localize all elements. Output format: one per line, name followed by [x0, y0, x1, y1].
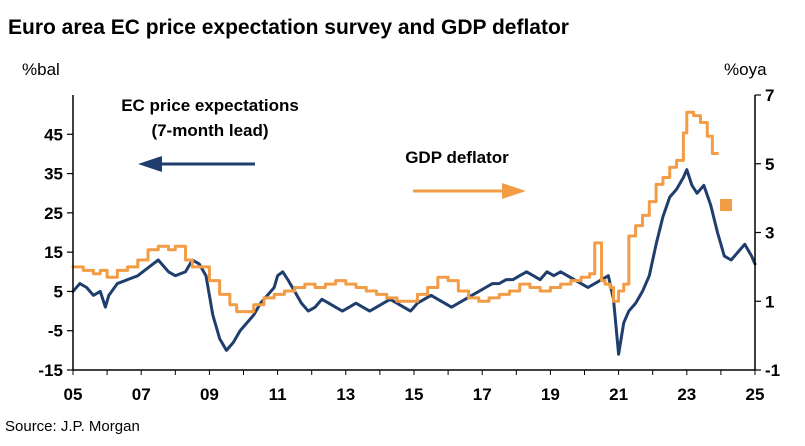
left-tick-label: -5 [48, 322, 63, 341]
left-tick-label: 45 [44, 125, 63, 144]
x-tick-label: 07 [132, 385, 151, 404]
gdp-annotation-arrow [413, 183, 526, 199]
plot-area [71, 110, 757, 356]
right-tick-label: 7 [765, 86, 774, 105]
gdp-annotation-label: GDP deflator [405, 148, 509, 167]
left-tick-label: 35 [44, 165, 63, 184]
axes: 45 35 25 15 5 -5 -15 7 5 3 1 -1 05 07 09 11 13 15 17 19 21 23… [38, 86, 780, 404]
right-tick-label: 5 [765, 155, 774, 174]
right-axis-unit: %oya [724, 60, 767, 79]
x-tick-label: 17 [473, 385, 492, 404]
x-tick-label: 09 [200, 385, 219, 404]
ec-annotation-line2: (7-month lead) [151, 121, 268, 140]
right-tick-label: 1 [765, 292, 774, 311]
x-tick-label: 21 [609, 385, 628, 404]
left-axis-unit: %bal [22, 60, 60, 79]
gdp-deflator-line [71, 110, 719, 314]
left-tick-label: 5 [54, 282, 63, 301]
gdp-deflator-marker [720, 199, 733, 211]
x-tick-label: 13 [336, 385, 355, 404]
x-tick-label: 05 [64, 385, 83, 404]
right-tick-label: 3 [765, 224, 774, 243]
left-tick-label: -15 [38, 361, 63, 380]
ec-annotation-line1: EC price expectations [121, 96, 299, 115]
x-tick-label: 23 [677, 385, 696, 404]
x-tick-label: 11 [269, 385, 287, 404]
ec-annotation-arrow [138, 156, 255, 172]
chart-title: Euro area EC price expectation survey an… [8, 16, 569, 39]
left-tick-label: 15 [44, 243, 63, 262]
x-tick-label: 19 [541, 385, 560, 404]
source-note: Source: J.P. Morgan [5, 418, 140, 435]
left-tick-label: 25 [44, 204, 63, 223]
ec-price-expectations-line [71, 168, 757, 356]
x-tick-label: 25 [746, 385, 765, 404]
right-tick-label: -1 [765, 361, 780, 380]
x-tick-label: 15 [405, 385, 424, 404]
